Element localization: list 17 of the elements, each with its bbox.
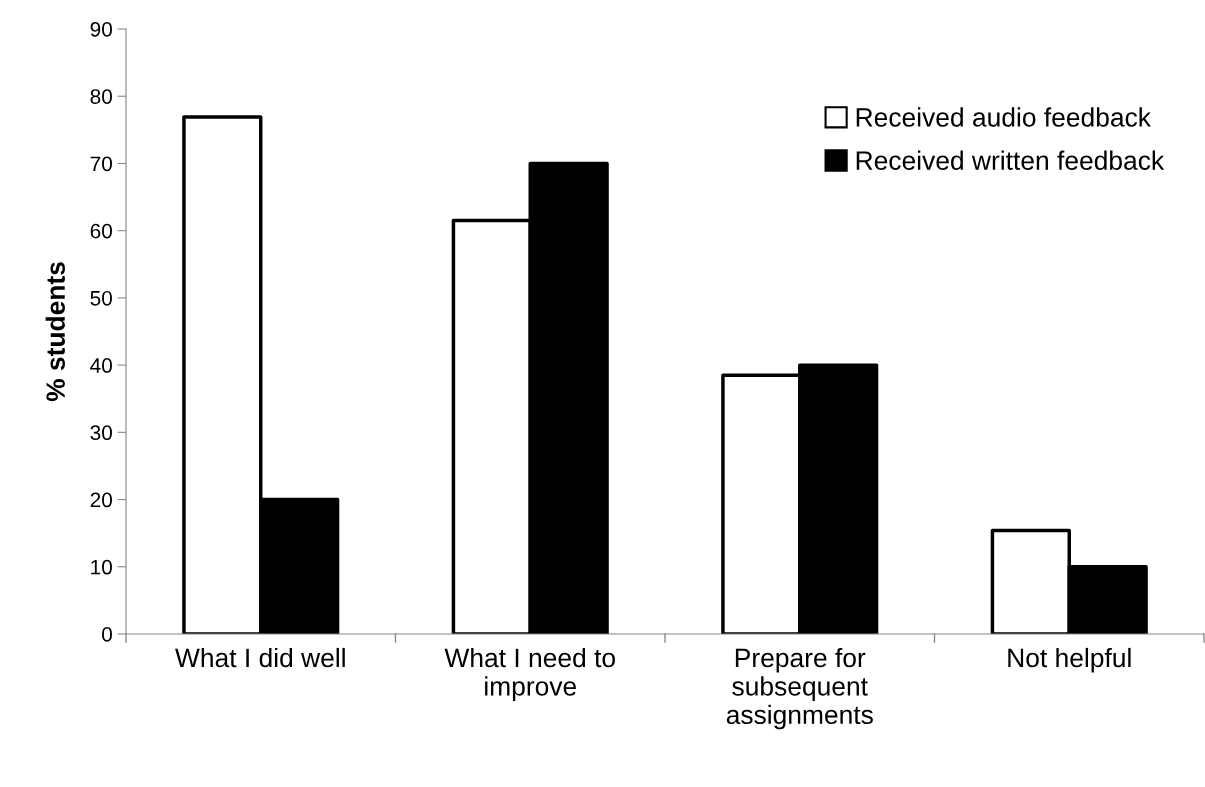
y-tick-label: 20 xyxy=(90,492,112,508)
x-tick-label: What I did well xyxy=(175,647,345,668)
y-tick-label: 10 xyxy=(91,559,112,575)
y-tick-label: 80 xyxy=(90,89,112,104)
y-tick-label: 90 xyxy=(90,22,112,37)
y-tick-label: 30 xyxy=(90,425,112,441)
x-tick-label: What I need to improve xyxy=(444,647,615,701)
y-tick-label: 0 xyxy=(102,627,112,642)
y-tick-label: 50 xyxy=(90,290,112,306)
x-tick-label: Prepare for subsequent assignments xyxy=(726,647,873,730)
y-tick-label: 40 xyxy=(90,358,112,373)
x-tick-label: Not helpful xyxy=(1008,647,1131,673)
legend-label: Received audio feedback xyxy=(856,107,1151,127)
y-tick-label: 70 xyxy=(90,156,112,172)
y-axis-title: % students xyxy=(45,262,65,402)
y-tick-label: 60 xyxy=(90,223,112,239)
legend-label: Received written feedback xyxy=(856,150,1165,170)
